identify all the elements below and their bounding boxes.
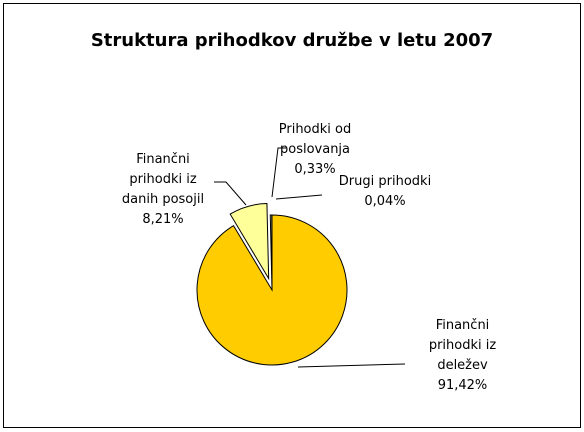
- chart-title: Struktura prihodkov družbe v letu 2007: [90, 30, 494, 51]
- category-label: Drugi prihodki: [338, 174, 432, 189]
- leader-line: [297, 363, 406, 368]
- value-label: 0,04%: [364, 194, 406, 209]
- slice-label: Drugi prihodki 0,04%: [320, 172, 450, 212]
- slice-label: Finančni prihodki iz deležev 91,42%: [415, 316, 510, 396]
- leader-line: [275, 194, 323, 200]
- value-label: 91,42%: [437, 378, 488, 393]
- category-label: Finančni prihodki iz danih posojil: [121, 152, 205, 207]
- value-label: 0,33%: [294, 162, 336, 177]
- leader-line: [214, 181, 247, 206]
- value-label: 8,21%: [142, 212, 184, 227]
- category-label: Prihodki od poslovanja: [278, 122, 352, 157]
- slice-label: Finančni prihodki iz danih posojil 8,21%: [118, 150, 208, 230]
- slice-label: Prihodki od poslovanja 0,33%: [270, 120, 360, 180]
- category-label: Finančni prihodki iz deležev: [428, 318, 497, 373]
- pie-slice: [229, 202, 270, 281]
- leader-line: [271, 147, 286, 198]
